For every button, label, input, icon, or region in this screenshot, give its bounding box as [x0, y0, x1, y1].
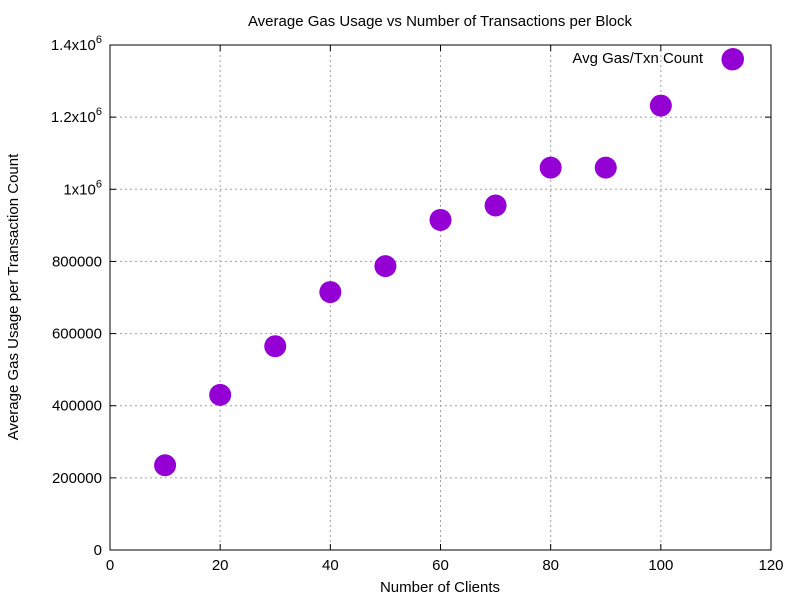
- data-point: [429, 208, 452, 231]
- x-tick-label: 20: [212, 557, 229, 574]
- y-axis-label: Average Gas Usage per Transaction Count: [5, 153, 22, 440]
- data-point: [594, 156, 617, 179]
- y-tick-label: 200000: [52, 470, 102, 487]
- data-points: [154, 48, 744, 477]
- data-point: [374, 255, 397, 278]
- x-tick-label: 120: [758, 557, 783, 574]
- y-tick-label: 400000: [52, 398, 102, 415]
- axis-ticks: [109, 44, 772, 551]
- legend-label: Avg Gas/Txn Count: [572, 50, 703, 67]
- data-point: [209, 383, 232, 406]
- x-tick-label: 40: [322, 557, 339, 574]
- grid-lines: [110, 45, 771, 550]
- x-tick-label: 80: [542, 557, 559, 574]
- data-point: [264, 335, 287, 358]
- x-tick-label: 100: [648, 557, 673, 574]
- x-tick-label: 60: [432, 557, 449, 574]
- x-axis-label: Number of Clients: [380, 579, 500, 596]
- y-tick-label: 600000: [52, 326, 102, 343]
- y-tick-label: 1.2x106: [51, 106, 102, 126]
- x-tick-label: 0: [106, 557, 114, 574]
- data-point: [484, 194, 507, 217]
- legend: Avg Gas/Txn Count: [572, 48, 744, 70]
- chart-title: Average Gas Usage vs Number of Transacti…: [248, 13, 633, 30]
- data-point: [319, 281, 342, 304]
- y-tick-label: 0: [94, 542, 102, 559]
- y-tick-label: 800000: [52, 253, 102, 270]
- data-point: [649, 94, 672, 117]
- y-tick-label: 1.4x106: [51, 34, 102, 54]
- legend-marker: [722, 48, 744, 70]
- x-tick-labels: 0 20 40 60 80 100 120: [106, 557, 784, 574]
- data-point: [539, 156, 562, 179]
- y-tick-label: 1x106: [63, 178, 102, 198]
- y-tick-labels: 0 200000 400000 600000 800000 1x106 1.2x106 1.4…: [51, 34, 102, 559]
- data-point: [154, 454, 177, 477]
